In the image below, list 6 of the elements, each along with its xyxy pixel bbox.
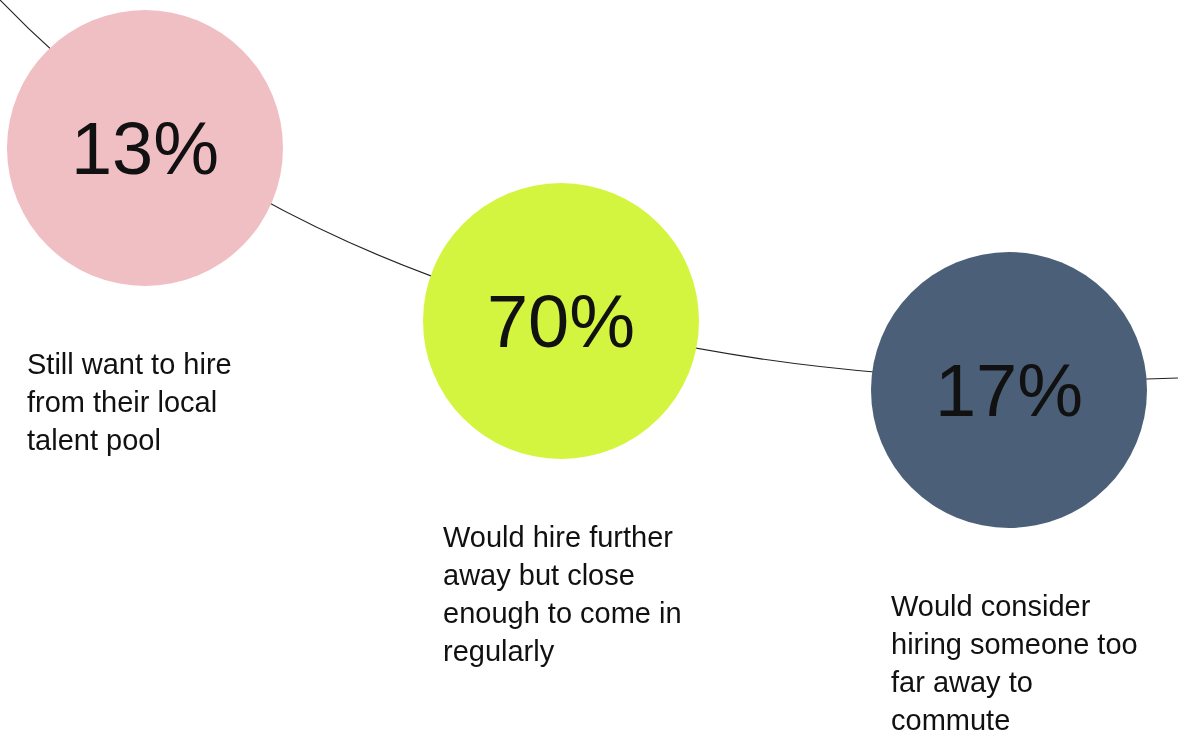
data-label: 13% [70,107,220,190]
data-label: 17% [934,349,1084,432]
category-label: Would consider hiring someone too far away to commute [891,590,1138,736]
data-label: 70% [486,280,636,363]
category-label: Would hire further away but close enough to come in regularly [443,521,682,667]
category-label: Still want to hire from their local talent pool [27,348,232,456]
